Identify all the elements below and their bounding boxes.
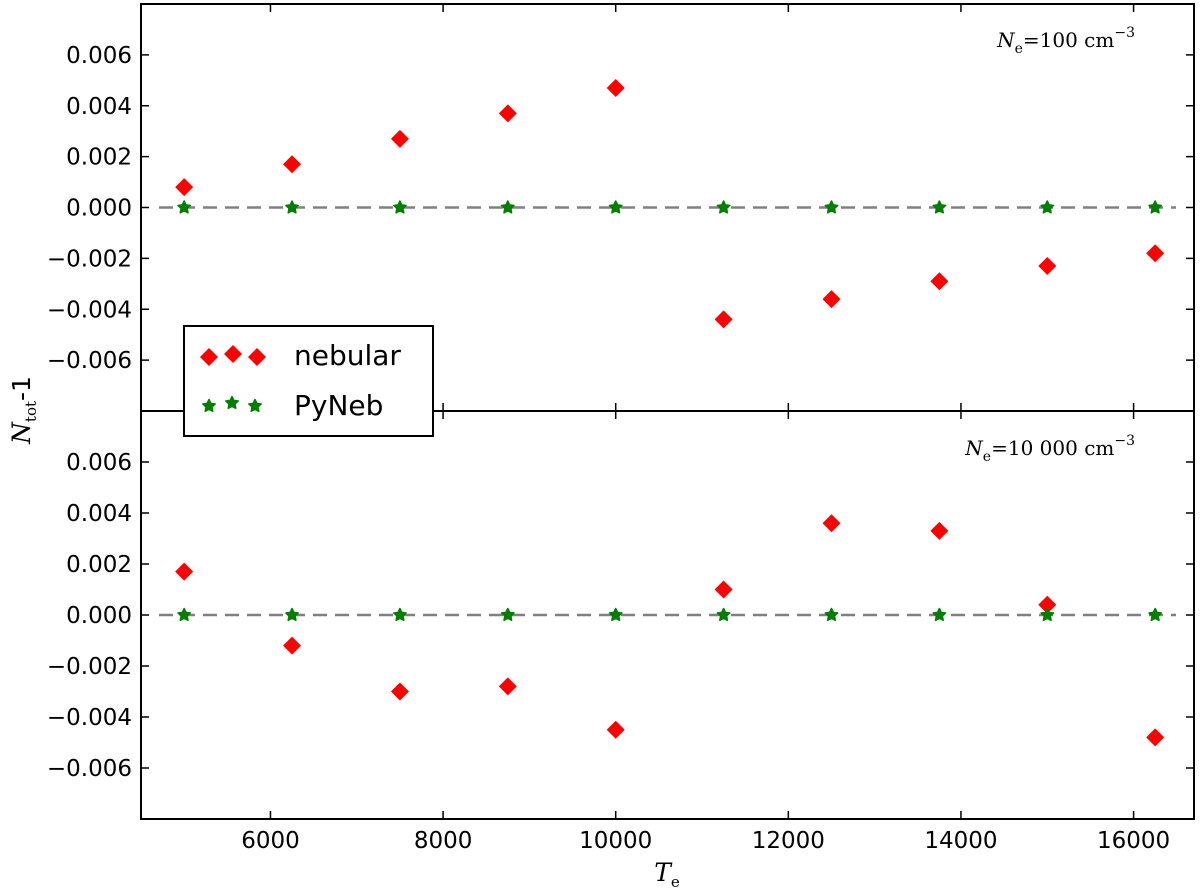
top-point-nebular <box>283 155 302 174</box>
x-tick-label: 10000 <box>579 828 652 854</box>
bottom-panel-frame <box>140 410 1195 820</box>
bottom-y-tick-label: 0.000 <box>66 603 132 629</box>
top-y-ticks: −0.006 −0.004 −0.002 0.000 0.002 0.004 0.006 <box>47 43 1194 374</box>
bottom-y-tick-label: 0.004 <box>66 501 132 527</box>
top-panel: −0.006 −0.004 −0.002 0.000 0.002 0.004 0.006 N… <box>47 25 1194 374</box>
top-point-pyneb <box>393 200 407 214</box>
top-point-nebular <box>822 290 841 309</box>
bottom-point-pyneb <box>285 607 299 622</box>
legend-label-pyneb: PyNeb <box>294 389 383 422</box>
top-density-annotation: Ne=100 cm−3 <box>996 25 1135 57</box>
top-point-nebular <box>1146 244 1165 263</box>
legend-marker-pyneb <box>225 395 239 410</box>
bottom-y-tick-label: 0.002 <box>66 552 132 578</box>
bottom-point-nebular <box>930 521 949 540</box>
bottom-point-pyneb <box>824 607 839 622</box>
top-point-nebular <box>390 129 409 148</box>
bottom-point-pyneb <box>1148 607 1163 622</box>
bottom-point-pyneb <box>177 607 192 622</box>
x-tick-label: 6000 <box>241 828 300 854</box>
bottom-point-pyneb <box>608 607 623 622</box>
top-y-tick-label: 0.004 <box>66 94 132 120</box>
top-point-pyneb <box>177 200 192 214</box>
top-point-pyneb <box>824 200 839 214</box>
bottom-point-nebular <box>606 720 625 739</box>
bottom-point-nebular <box>1146 728 1165 747</box>
top-point-pyneb <box>1040 200 1055 214</box>
top-point-pyneb <box>932 200 947 214</box>
bottom-data-marks <box>175 514 1165 747</box>
x-tick-label: 16000 <box>1097 828 1170 854</box>
legend-marker-nebular <box>224 345 242 363</box>
y-axis-label: Ntot-1 <box>7 376 40 445</box>
bottom-y-tick-label: −0.006 <box>47 756 132 782</box>
legend-box <box>183 325 434 437</box>
top-data-marks <box>175 78 1165 329</box>
bottom-density-annotation: Ne=10 000 cm−3 <box>964 433 1135 465</box>
bottom-point-nebular <box>175 562 194 581</box>
top-y-tick-label: −0.004 <box>47 297 132 323</box>
top-point-nebular <box>175 178 194 197</box>
top-y-tick-label: −0.002 <box>47 246 132 272</box>
x-tick-label: 8000 <box>414 828 473 854</box>
bottom-point-nebular <box>498 677 517 696</box>
bottom-point-nebular <box>283 636 302 655</box>
bottom-point-pyneb <box>393 607 407 622</box>
top-point-pyneb <box>716 200 731 214</box>
legend-marker-nebular <box>248 348 266 366</box>
top-point-pyneb <box>500 200 515 214</box>
bottom-y-tick-label: 0.006 <box>66 450 132 476</box>
top-y-tick-label: 0.000 <box>66 196 132 222</box>
legend-markers <box>200 345 266 413</box>
legend-label-nebular: nebular <box>294 339 401 372</box>
top-point-nebular <box>498 104 517 123</box>
top-point-nebular <box>1038 257 1057 276</box>
bottom-point-nebular <box>1038 595 1057 614</box>
bottom-point-pyneb <box>716 607 731 622</box>
legend-marker-pyneb <box>202 398 216 413</box>
bottom-point-nebular <box>390 682 409 701</box>
top-point-nebular <box>714 310 733 329</box>
legend-marker-pyneb <box>248 398 262 413</box>
bottom-point-pyneb <box>932 607 947 622</box>
x-axis-ticks: 6000 8000 10000 12000 14000 16000 <box>241 4 1170 854</box>
top-point-nebular <box>606 78 625 97</box>
legend: nebular PyNeb <box>183 325 434 437</box>
top-point-pyneb <box>1148 200 1163 214</box>
top-point-pyneb <box>285 200 299 214</box>
bottom-point-pyneb <box>1040 607 1055 622</box>
bottom-y-tick-label: −0.004 <box>47 705 132 731</box>
top-y-tick-label: 0.002 <box>66 145 132 171</box>
bottom-point-pyneb <box>500 607 515 622</box>
bottom-panel: −0.006 −0.004 −0.002 0.000 0.002 0.004 0.006 N… <box>47 433 1194 782</box>
x-axis-label: Te <box>654 858 680 891</box>
bottom-y-tick-label: −0.002 <box>47 654 132 680</box>
top-point-nebular <box>930 272 949 291</box>
bottom-y-ticks: −0.006 −0.004 −0.002 0.000 0.002 0.004 0.006 <box>47 450 1194 782</box>
x-tick-label: 12000 <box>752 828 825 854</box>
x-tick-label: 14000 <box>924 828 997 854</box>
top-point-pyneb <box>608 200 623 214</box>
top-y-tick-label: −0.006 <box>47 348 132 374</box>
top-y-tick-label: 0.006 <box>66 43 132 69</box>
bottom-point-nebular <box>822 514 841 533</box>
legend-marker-nebular <box>200 348 218 366</box>
bottom-point-nebular <box>714 580 733 599</box>
